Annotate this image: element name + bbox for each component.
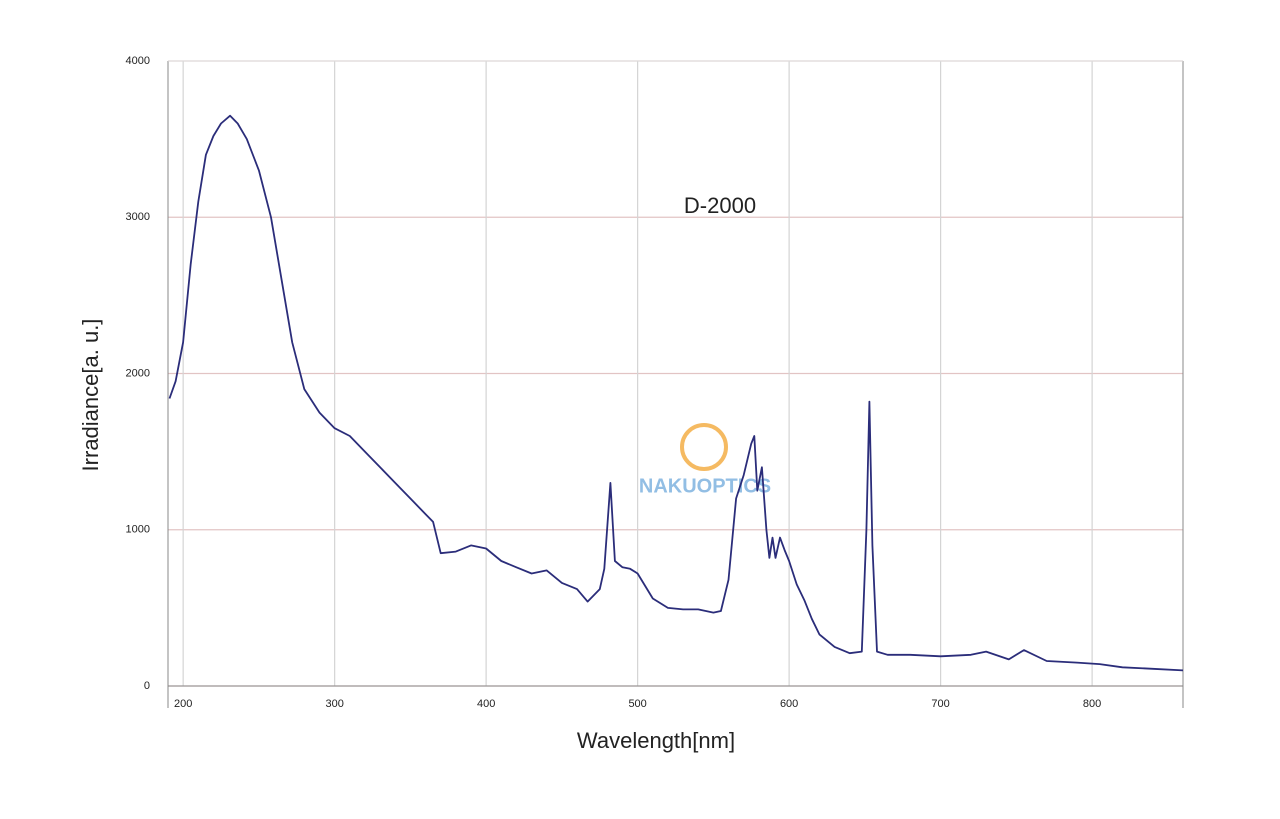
spectrum-line <box>168 114 1184 672</box>
annotation: D-2000 <box>684 193 756 218</box>
x-tick-label: 200 <box>174 698 192 710</box>
x-axis-label: Wavelength[nm] <box>577 728 735 753</box>
watermark: NAKUOPTICS <box>639 475 771 497</box>
y-tick-label: 1000 <box>126 524 150 536</box>
x-tick-label: 800 <box>1083 698 1101 710</box>
watermark-logo <box>680 423 728 471</box>
y-tick-label: 0 <box>144 680 150 692</box>
x-tick-label: 400 <box>477 698 495 710</box>
x-tick-label: 600 <box>780 698 798 710</box>
y-tick-label: 2000 <box>126 367 150 379</box>
y-tick-label: 3000 <box>126 211 150 223</box>
x-tick-label: 500 <box>628 698 646 710</box>
y-axis-label: Irradiance[a. u.] <box>78 319 103 472</box>
x-tick-label: 300 <box>325 698 343 710</box>
y-tick-label: 4000 <box>126 55 150 67</box>
x-tick-label: 700 <box>931 698 949 710</box>
